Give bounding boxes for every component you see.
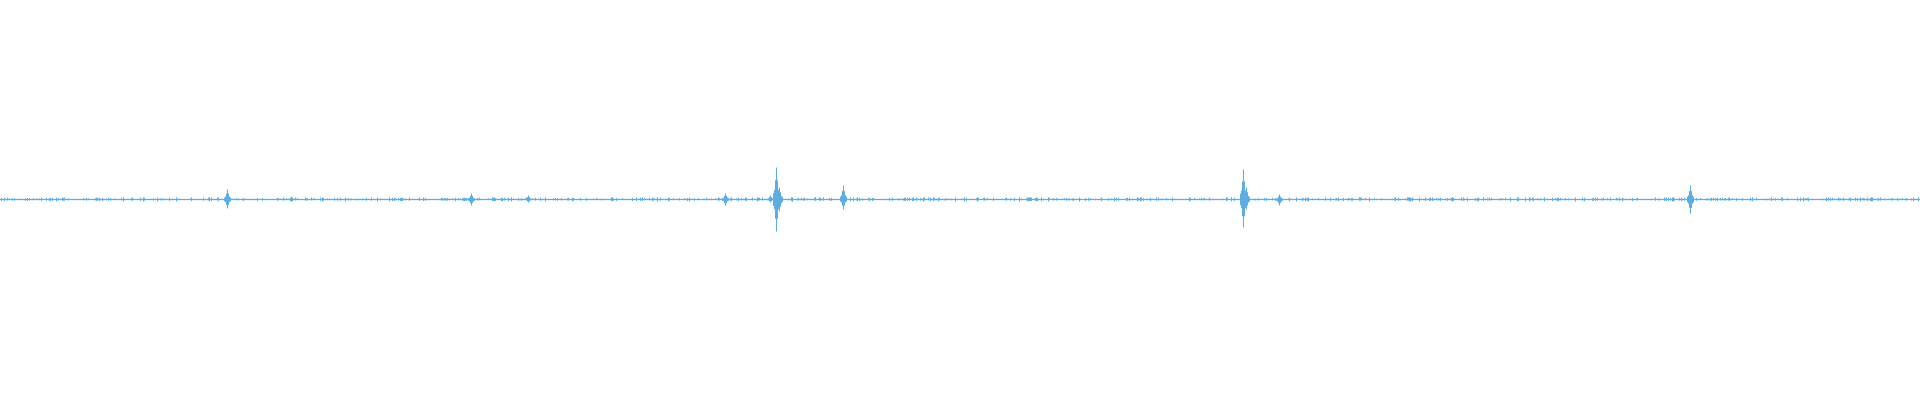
waveform-samples	[1, 167, 1919, 232]
